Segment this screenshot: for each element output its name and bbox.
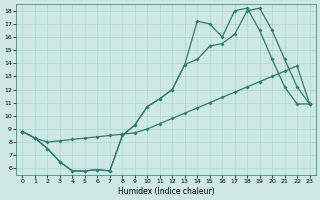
X-axis label: Humidex (Indice chaleur): Humidex (Indice chaleur) (118, 187, 214, 196)
